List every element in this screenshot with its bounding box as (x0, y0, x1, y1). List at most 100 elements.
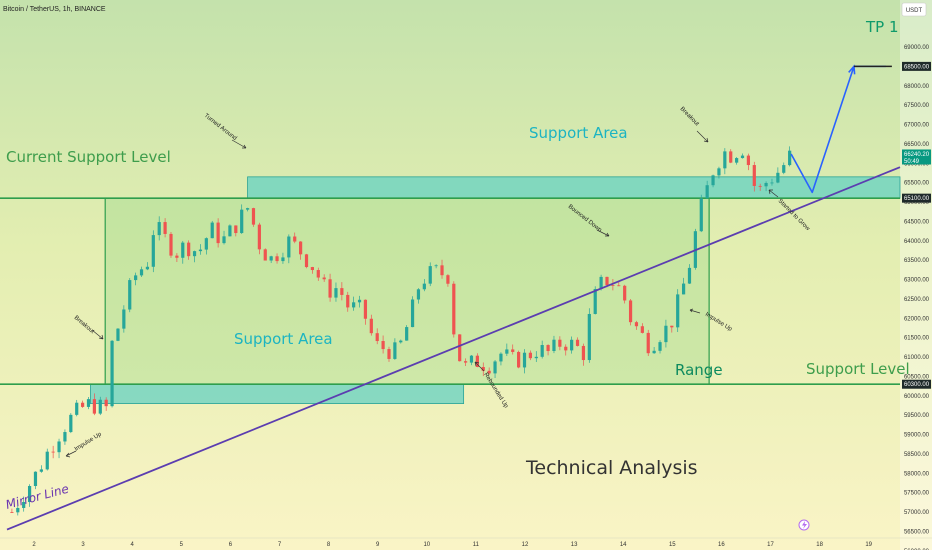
candle-body (222, 236, 226, 244)
price-scale-background[interactable] (900, 0, 932, 550)
candle-body (357, 299, 362, 303)
y-tick-label: 67000.00 (904, 123, 930, 129)
y-tick-label: 60000.00 (904, 394, 930, 400)
candle-body (281, 257, 285, 262)
currency-button[interactable]: USDT (901, 2, 927, 17)
mirror-trend-line[interactable] (6, 166, 901, 531)
y-tick-label: 67500.00 (904, 103, 930, 109)
candle-body (139, 269, 144, 276)
candle-body (204, 238, 208, 250)
candle-body (570, 339, 574, 351)
level-price-tag (902, 379, 931, 389)
current-price-tag (902, 149, 931, 165)
candle-body (340, 288, 344, 295)
candle-body (522, 352, 527, 368)
candle-body (45, 451, 49, 470)
candle-body (157, 222, 161, 236)
candle-body (711, 175, 715, 186)
level-price-tag (902, 61, 931, 71)
candle-body (75, 402, 79, 415)
candle-body (623, 285, 627, 301)
candle-body (57, 441, 61, 453)
candle-body (640, 326, 644, 333)
arrow-impulse-up-1 (65, 450, 77, 458)
x-tick-label: 19 (865, 542, 872, 548)
x-tick-label: 16 (718, 542, 725, 548)
candle-body (587, 313, 591, 361)
x-tick-label: 10 (423, 542, 430, 548)
candle-body (81, 402, 85, 407)
technical-analysis-title: Technical Analysis (525, 457, 698, 479)
candle-body (134, 275, 138, 281)
candle-body (187, 242, 191, 257)
x-tick-label: 5 (180, 542, 184, 548)
candle-body (16, 507, 20, 513)
candle-body (393, 342, 397, 359)
y-tick-label: 62500.00 (904, 297, 930, 303)
candle-body (27, 486, 32, 503)
candle-body (505, 349, 509, 354)
candle-body (463, 361, 468, 363)
candle-body (69, 414, 73, 433)
candle-body (452, 283, 456, 335)
candle-body (752, 165, 756, 186)
candle-body (299, 241, 303, 255)
candle-body (788, 150, 792, 166)
price-tag-label: 60300.00 (904, 382, 930, 388)
candle-body (251, 208, 256, 225)
y-tick-label: 63000.00 (904, 278, 930, 284)
candle-body (481, 366, 485, 371)
candle-body (540, 345, 544, 357)
support-area-zone-1 (247, 176, 901, 199)
candle-body (151, 235, 155, 267)
candle-body (352, 302, 356, 308)
candle-body (658, 342, 662, 351)
lightning-icon[interactable] (798, 519, 810, 531)
support-area-top-label: Support Area (529, 124, 628, 142)
candle-body (428, 266, 432, 284)
x-tick-label: 17 (767, 542, 774, 548)
candle-body (593, 289, 597, 314)
y-tick-label: 59500.00 (904, 413, 930, 419)
candles-layer (10, 146, 792, 516)
candle-body (611, 285, 615, 286)
x-tick-label: 15 (669, 542, 676, 548)
candle-body (676, 294, 680, 328)
y-tick-label: 60500.00 (904, 374, 930, 380)
candle-body (122, 309, 126, 329)
candle-body (458, 334, 462, 362)
y-tick-label: 63500.00 (904, 258, 930, 264)
candle-body (263, 249, 267, 261)
y-tick-label: 56000.00 (904, 549, 930, 550)
y-tick-label: 64500.00 (904, 219, 930, 225)
y-tick-label: 64000.00 (904, 239, 930, 245)
candle-body (198, 249, 203, 252)
candle-body (92, 399, 96, 414)
candle-body (363, 299, 368, 319)
candle-body (493, 361, 497, 374)
support-area-bottom-label: Support Area (234, 330, 333, 348)
candle-body (735, 158, 739, 163)
arrow-breakout-2 (696, 130, 709, 143)
y-tick-label: 62000.00 (904, 316, 930, 322)
x-tick-label: 9 (376, 542, 380, 548)
y-tick-label: 66500.00 (904, 142, 930, 148)
candle-body (599, 276, 603, 290)
candle-body (528, 352, 533, 359)
candle-body (310, 267, 314, 271)
candle-body (257, 224, 261, 250)
tp1-label: TP 1 (865, 18, 899, 36)
candle-body (687, 267, 692, 284)
candle-body (128, 280, 132, 310)
y-tick-label: 59000.00 (904, 433, 930, 439)
candle-body (634, 322, 639, 327)
candle-body (517, 351, 521, 368)
chart-header-title: Bitcoin / TetherUS, 1h, BINANCE (3, 6, 106, 13)
candle-body (670, 325, 674, 328)
support-area-zone-2 (90, 383, 465, 404)
candle-body (275, 256, 279, 262)
